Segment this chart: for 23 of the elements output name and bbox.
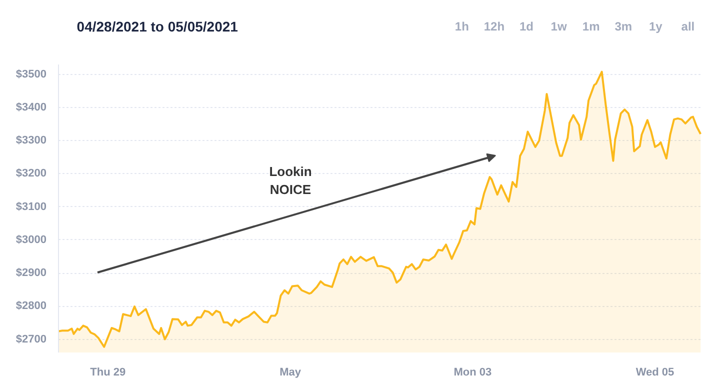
x-tick-label: Mon 03	[454, 366, 492, 378]
text: all	[681, 20, 695, 34]
x-tick-label: Wed 05	[636, 366, 674, 378]
x-tick-label: Thu 29	[90, 366, 126, 378]
text: 1w	[550, 20, 568, 34]
x-tick-label: May	[280, 366, 302, 378]
chart-title: 04/28/2021 to 05/05/2021	[76, 18, 238, 34]
y-tick-label: $3500	[16, 68, 47, 80]
text: 12h	[484, 20, 505, 34]
y-tick-label: $2700	[16, 333, 47, 346]
y-tick-label: $3400	[16, 102, 47, 114]
text: 1h	[454, 20, 469, 34]
y-tick-label: $3200	[16, 168, 47, 180]
y-tick-label: $3300	[16, 134, 47, 147]
text: 1d	[519, 20, 534, 34]
y-tick-label: $3100	[16, 200, 47, 213]
text: 1m	[582, 20, 600, 34]
y-tick-label: $2800	[16, 300, 47, 312]
y-tick-label: $3000	[16, 234, 47, 246]
annotation: Lookin NOICE	[269, 164, 312, 197]
y-tick-label: $2900	[16, 267, 47, 280]
text: 1y	[648, 20, 663, 34]
text: 3m	[614, 20, 632, 34]
